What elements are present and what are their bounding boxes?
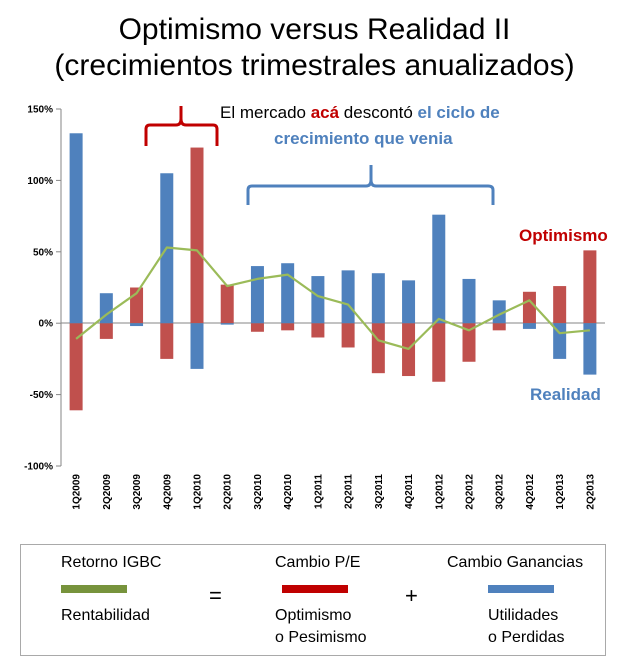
legend-utilidades-line-1: Utilidades xyxy=(488,607,559,624)
x-tick-label: 1Q2010 xyxy=(193,474,204,510)
x-tick-label: 4Q2009 xyxy=(162,474,173,510)
bar-cambio-pe xyxy=(371,323,385,374)
x-tick-label: 1Q2012 xyxy=(434,474,445,510)
series-retorno-igbc xyxy=(75,246,591,350)
x-tick-label: 2Q2011 xyxy=(344,474,355,509)
y-tick-label: 150% xyxy=(27,105,53,116)
bar-cambio-ganancias xyxy=(250,266,264,324)
series-cambio-ganancias xyxy=(69,133,597,375)
bar-cambio-pe xyxy=(220,284,234,324)
blue-brace xyxy=(246,165,495,205)
annotation-text-ciclo: el ciclo de xyxy=(418,103,500,122)
x-tick-label: 4Q2011 xyxy=(404,474,415,509)
legend-cambio-ganancias-label: Cambio Ganancias xyxy=(447,554,584,571)
bar-cambio-pe xyxy=(160,323,174,359)
x-tick-label: 3Q2011 xyxy=(374,474,385,509)
y-tick-label: 100% xyxy=(27,176,53,187)
x-tick-label: 2Q2012 xyxy=(465,474,476,510)
label-realidad: Realidad xyxy=(530,385,601,404)
chart-plot: 150% 100% 50% 0% -50% -100% 1Q2009 2Q2009 3Q200… xyxy=(24,103,608,510)
annotation-text-aca: acá xyxy=(311,103,340,122)
legend-rentabilidad: Rentabilidad xyxy=(61,607,150,624)
y-tick-labels: 150% 100% 50% 0% -50% -100% xyxy=(24,105,61,473)
bar-cambio-ganancias xyxy=(311,276,325,324)
legend-optimismo-line-1: Optimismo xyxy=(275,607,352,624)
bar-cambio-pe xyxy=(553,286,567,324)
line-retorno-igbc xyxy=(75,246,591,350)
bar-cambio-pe xyxy=(492,323,506,331)
x-tick-label: 3Q2012 xyxy=(495,474,506,510)
bar-cambio-ganancias xyxy=(220,323,234,325)
x-tick-label: 3Q2010 xyxy=(253,474,264,510)
chart-axes xyxy=(60,109,605,466)
legend-utilidades-line-2: o Perdidas xyxy=(488,629,565,646)
legend-retorno-label: Retorno IGBC xyxy=(61,554,162,571)
bar-cambio-pe xyxy=(281,323,295,331)
bar-cambio-pe xyxy=(341,323,355,348)
legend-optimismo-line-2: o Pesimismo xyxy=(275,629,367,646)
legend-equals-sign: = xyxy=(209,583,222,608)
chart-title-line-2: (crecimientos trimestrales anualizados) xyxy=(54,49,575,82)
bar-cambio-ganancias xyxy=(341,270,355,324)
legend-blue-swatch xyxy=(488,585,554,593)
bar-cambio-ganancias xyxy=(371,273,385,324)
bar-cambio-pe xyxy=(432,323,446,382)
x-tick-label: 1Q2009 xyxy=(72,474,83,510)
bar-cambio-ganancias xyxy=(190,323,204,369)
y-tick-label: -100% xyxy=(24,462,53,473)
annotation-line-1: El mercado acá descontó el ciclo de xyxy=(220,103,500,122)
x-tick-label: 3Q2009 xyxy=(132,474,143,510)
x-tick-labels: 1Q2009 2Q2009 3Q2009 4Q2009 1Q2010 2Q2010 3Q20… xyxy=(72,474,597,510)
bar-cambio-pe xyxy=(250,323,264,332)
bar-cambio-ganancias xyxy=(281,263,295,324)
legend-plus-sign: + xyxy=(405,583,418,608)
x-tick-label: 4Q2010 xyxy=(283,474,294,510)
bar-cambio-ganancias xyxy=(462,278,476,324)
bar-cambio-pe xyxy=(69,323,83,411)
bar-cambio-ganancias xyxy=(130,323,144,327)
x-tick-label: 2Q2009 xyxy=(102,474,113,510)
series-cambio-pe xyxy=(69,147,597,411)
chart-title-line-1: Optimismo versus Realidad II xyxy=(118,13,511,46)
x-tick-label: 2Q2013 xyxy=(585,474,596,510)
legend-green-swatch xyxy=(61,585,127,593)
bar-cambio-ganancias xyxy=(69,133,83,324)
y-tick-label: 50% xyxy=(33,247,53,258)
y-tick-label: -50% xyxy=(30,390,53,401)
bar-cambio-ganancias xyxy=(432,214,446,324)
label-optimismo: Optimismo xyxy=(519,226,608,245)
legend-red-swatch xyxy=(282,585,348,593)
bar-cambio-pe xyxy=(99,323,113,339)
bar-cambio-pe xyxy=(190,147,204,324)
y-tick-label: 0% xyxy=(39,319,54,330)
annotation-line-2: crecimiento que venia xyxy=(274,129,453,148)
x-tick-label: 2Q2010 xyxy=(223,474,234,510)
bar-cambio-ganancias xyxy=(402,280,416,324)
bar-cambio-ganancias xyxy=(522,323,536,329)
bar-cambio-pe xyxy=(583,250,597,324)
bar-cambio-pe xyxy=(522,291,536,324)
bar-cambio-pe xyxy=(462,323,476,362)
annotation-text-3: descontó xyxy=(339,103,417,122)
annotation-text-1: El mercado xyxy=(220,103,311,122)
bar-cambio-ganancias xyxy=(583,323,597,375)
bar-cambio-ganancias xyxy=(99,293,113,324)
legend-box: Retorno IGBC Cambio P/E Cambio Ganancias… xyxy=(20,544,606,656)
x-tick-label: 4Q2012 xyxy=(525,474,536,510)
legend-cambio-pe-label: Cambio P/E xyxy=(275,554,361,571)
x-tick-label: 1Q2011 xyxy=(313,474,324,509)
red-brace xyxy=(144,106,219,146)
x-tick-label: 1Q2013 xyxy=(555,474,566,510)
bar-cambio-pe xyxy=(311,323,325,338)
